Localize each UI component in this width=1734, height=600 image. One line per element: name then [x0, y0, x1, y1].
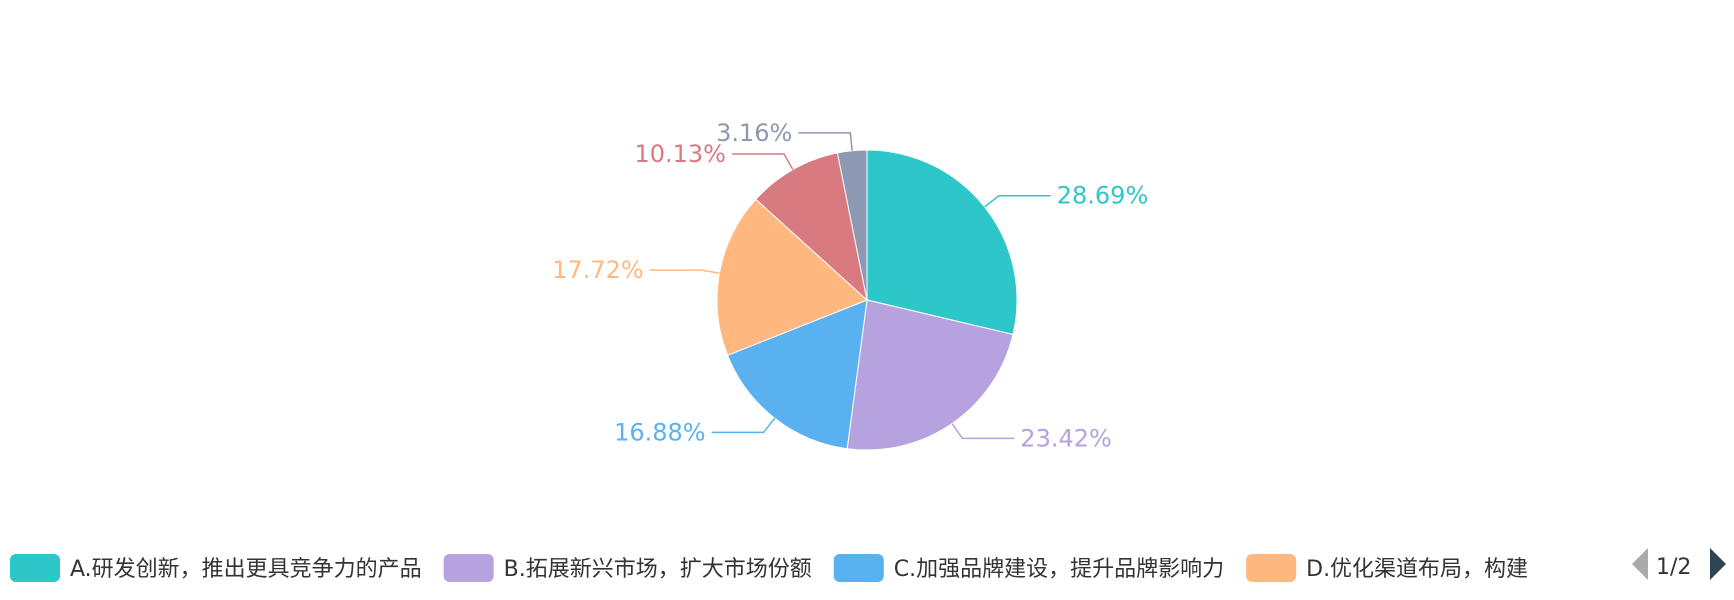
legend-page-indicator: 1/2 [1656, 555, 1691, 580]
legend-label-2[interactable]: B.拓展新兴市场，扩大市场份额 [504, 557, 812, 582]
pie-slices [716, 149, 1018, 451]
legend: A.研发创新，推出更具竞争力的产品 B.拓展新兴市场，扩大市场份额 C.加强品牌建设… [10, 554, 1528, 582]
legend-next-arrow-icon[interactable] [1710, 548, 1726, 580]
label-leader-lines [649, 132, 1051, 440]
legend-pager: 1/2 [1632, 548, 1726, 580]
legend-label-3[interactable]: C.加强品牌建设，提升品牌影响力 [894, 557, 1224, 582]
leader-line-3 [711, 417, 776, 434]
pie-slice-4[interactable] [716, 198, 868, 356]
legend-swatch-1[interactable] [10, 554, 60, 582]
slice-percent-label-1: 28.69% [1057, 182, 1149, 210]
legend-swatch-2[interactable] [443, 554, 494, 582]
slice-percent-label-5: 10.13% [634, 140, 726, 168]
legend-label-1[interactable]: A.研发创新，推出更具竞争力的产品 [70, 557, 422, 582]
slice-percent-label-2: 23.42% [1020, 424, 1112, 452]
leader-line-1 [984, 194, 1051, 208]
pie-slice-1[interactable] [866, 149, 1018, 336]
pie-slice-6[interactable] [836, 149, 868, 301]
leader-line-6 [798, 132, 853, 151]
leader-line-2 [951, 423, 1015, 440]
slice-percent-label-4: 17.72% [552, 256, 644, 284]
legend-swatch-3[interactable] [833, 554, 884, 582]
slice-percent-label-3: 16.88% [614, 418, 706, 446]
legend-swatch-4[interactable] [1246, 554, 1297, 582]
percentage-labels: 28.69% 23.42% 16.88% 17.72% 10.13%3.16% [552, 119, 1148, 453]
legend-prev-arrow-icon[interactable] [1632, 548, 1648, 580]
slice-percent-label-6: 3.16% [716, 119, 792, 147]
leader-line-4 [649, 269, 720, 275]
leader-line-5 [731, 153, 794, 170]
legend-label-4[interactable]: D.优化渠道布局，构建 [1306, 557, 1528, 582]
